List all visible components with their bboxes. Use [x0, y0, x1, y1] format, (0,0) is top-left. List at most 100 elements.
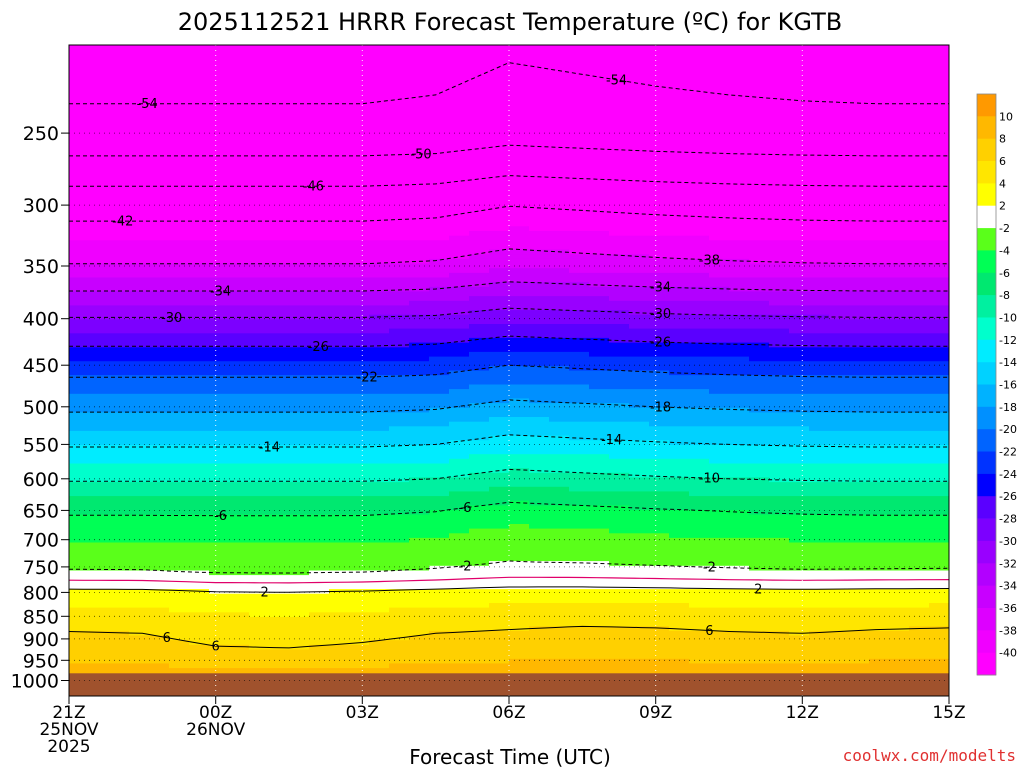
field-cell — [689, 63, 710, 69]
field-cell — [329, 551, 350, 558]
field-cell — [189, 203, 210, 209]
field-cell — [349, 319, 370, 325]
field-cell — [329, 296, 350, 302]
field-cell — [449, 458, 470, 465]
field-cell — [409, 491, 430, 497]
field-cell — [709, 430, 730, 437]
field-cell — [409, 300, 430, 307]
field-cell — [289, 575, 310, 581]
field-cell — [409, 282, 430, 288]
field-cell — [369, 491, 390, 497]
field-cell — [269, 524, 290, 530]
field-cell — [369, 300, 390, 307]
field-cell — [329, 300, 350, 307]
field-cell — [609, 296, 630, 302]
field-cell — [229, 170, 250, 176]
field-cell — [209, 412, 230, 418]
field-cell — [689, 412, 710, 418]
field-cell — [89, 105, 110, 111]
field-cell — [329, 333, 350, 339]
field-cell — [169, 245, 190, 251]
field-cell — [589, 519, 610, 525]
field-cell — [669, 449, 690, 455]
field-cell — [609, 351, 630, 358]
field-cell — [749, 500, 770, 506]
field-cell — [769, 217, 790, 223]
field-cell — [629, 296, 650, 302]
field-cell — [769, 472, 790, 478]
field-cell — [689, 607, 710, 613]
field-cell — [689, 477, 710, 483]
field-cell — [709, 151, 730, 158]
field-cell — [269, 212, 290, 218]
field-cell — [249, 96, 270, 102]
field-cell — [609, 337, 630, 344]
field-cell — [269, 254, 290, 260]
field-cell — [449, 617, 470, 623]
field-cell — [349, 193, 370, 200]
field-cell — [669, 207, 690, 213]
field-cell — [749, 663, 770, 669]
field-cell — [569, 138, 590, 144]
field-cell — [229, 537, 250, 544]
field-cell — [229, 426, 250, 432]
field-cell — [169, 184, 190, 190]
field-cell — [589, 45, 610, 51]
field-cell — [169, 565, 190, 571]
field-cell — [649, 342, 670, 348]
field-cell — [449, 138, 470, 144]
field-cell — [709, 77, 730, 83]
field-cell — [149, 175, 170, 181]
field-cell — [409, 347, 430, 353]
field-cell — [549, 59, 570, 65]
field-cell — [309, 593, 330, 599]
field-cell — [709, 565, 730, 571]
field-cell — [689, 282, 710, 288]
field-cell — [389, 607, 410, 613]
field-cell — [409, 68, 430, 74]
field-cell — [589, 235, 610, 241]
field-cell — [509, 147, 530, 153]
field-cell — [189, 379, 210, 386]
field-cell — [549, 524, 570, 530]
field-cell — [689, 375, 710, 381]
field-cell — [769, 310, 790, 316]
field-cell — [129, 203, 150, 209]
field-cell — [469, 417, 490, 423]
field-cell — [309, 510, 330, 516]
field-cell — [209, 128, 230, 134]
field-cell — [369, 589, 390, 595]
field-cell — [89, 365, 110, 372]
field-cell — [429, 579, 450, 586]
field-cell — [229, 342, 250, 348]
field-cell — [449, 361, 470, 367]
field-cell — [509, 505, 530, 511]
field-cell — [149, 589, 170, 595]
field-cell — [409, 165, 430, 172]
field-cell — [409, 524, 430, 530]
field-cell — [269, 598, 290, 604]
field-cell — [769, 133, 790, 139]
field-cell — [129, 486, 150, 492]
field-cell — [749, 403, 770, 409]
field-cell — [249, 356, 270, 362]
field-cell — [429, 533, 450, 539]
field-cell — [249, 347, 270, 353]
field-cell — [369, 291, 390, 297]
field-cell — [349, 258, 370, 265]
field-cell — [689, 128, 710, 134]
field-cell — [69, 161, 90, 167]
field-cell — [369, 556, 390, 562]
field-cell — [449, 45, 470, 51]
field-cell — [209, 472, 230, 478]
field-cell — [429, 458, 450, 465]
field-cell — [429, 561, 450, 567]
field-cell — [429, 119, 450, 125]
field-cell — [169, 440, 190, 446]
field-cell — [389, 249, 410, 255]
field-cell — [429, 240, 450, 246]
field-cell — [349, 110, 370, 116]
field-cell — [109, 482, 130, 488]
field-cell — [269, 379, 290, 386]
field-cell — [749, 96, 770, 102]
